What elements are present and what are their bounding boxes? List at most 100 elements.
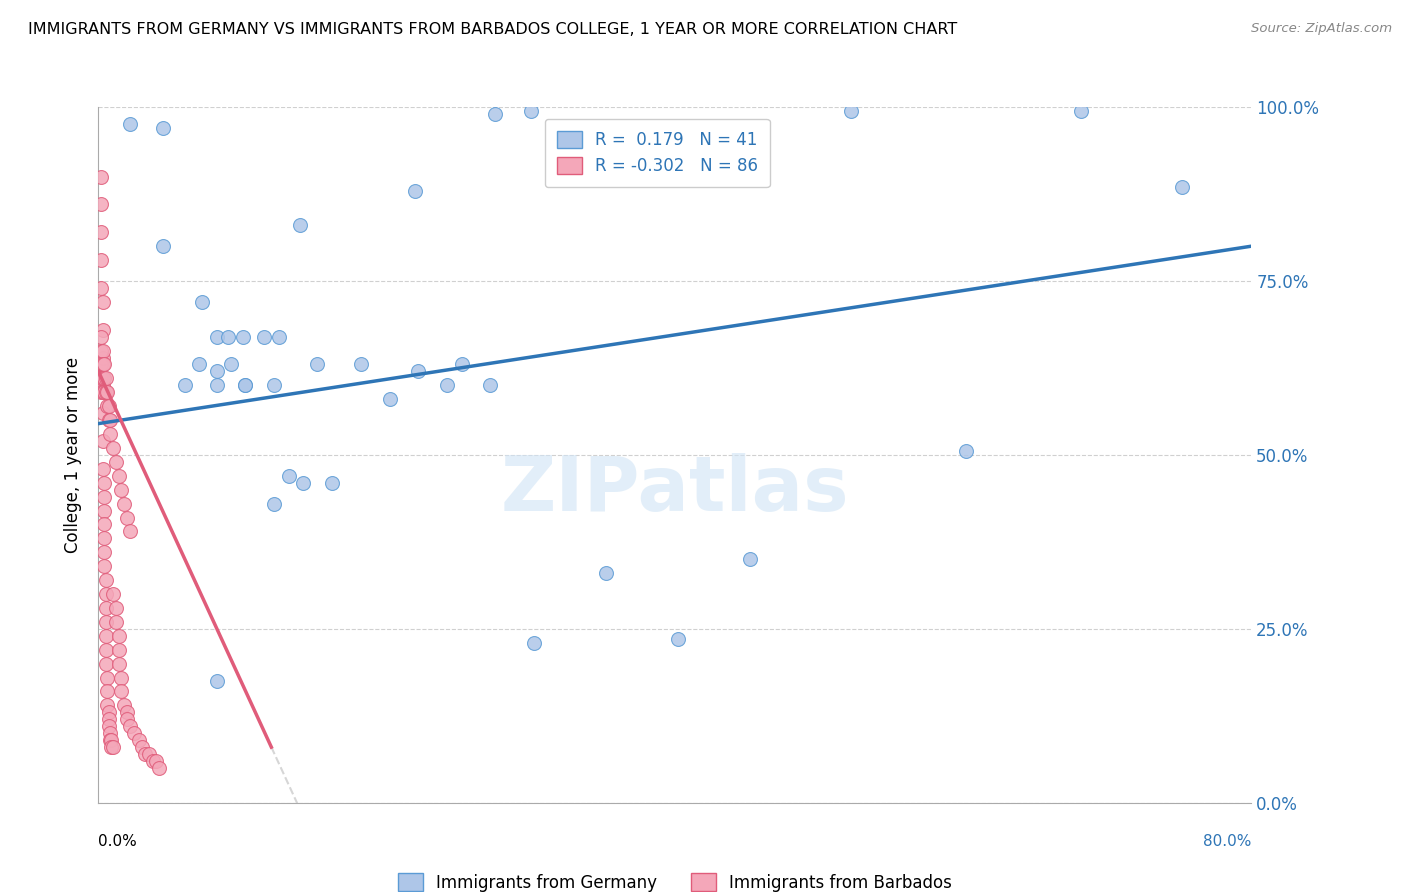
Point [263,497,285,511]
Point [98,726,121,740]
Point [93,358,115,372]
Point [479,378,502,392]
Point [666,632,689,647]
Point [205,364,228,378]
Point [93,503,115,517]
Point [267,329,290,343]
Point [290,219,312,233]
Point [91,371,114,385]
Point [100,740,122,755]
Point [90,253,112,268]
Point [231,329,254,343]
Point [292,475,315,490]
Point [91,351,114,365]
Point [174,378,197,392]
Point [128,733,150,747]
Point [520,103,543,118]
Point [253,329,276,343]
Point [350,358,373,372]
Point [107,629,129,643]
Point [91,434,114,448]
Point [90,281,112,295]
Point [1070,103,1092,118]
Point [205,378,228,392]
Point [94,371,117,385]
Point [152,120,174,135]
Point [97,712,120,726]
Point [94,629,117,643]
Point [112,497,135,511]
Point [91,343,114,358]
Point [120,719,142,733]
Point [117,706,139,720]
Point [91,323,114,337]
Point [91,294,114,309]
Text: ZIPatlas: ZIPatlas [501,453,849,526]
Point [148,761,170,775]
Point [235,378,257,392]
Point [378,392,401,407]
Point [134,747,156,761]
Point [152,239,174,253]
Point [93,475,115,490]
Point [595,566,617,581]
Point [91,385,114,400]
Point [117,510,139,524]
Point [93,532,115,546]
Point [104,615,127,629]
Point [205,674,228,689]
Point [90,371,112,385]
Point [131,740,153,755]
Point [110,671,132,685]
Point [117,712,139,726]
Text: 0.0%: 0.0% [98,834,138,849]
Point [90,358,112,372]
Point [94,615,117,629]
Point [450,358,472,372]
Point [91,406,114,420]
Point [96,385,118,400]
Point [97,706,120,720]
Point [94,385,117,400]
Point [93,559,115,574]
Point [97,719,120,733]
Point [96,698,118,713]
Point [90,225,112,239]
Point [91,358,114,372]
Point [96,684,118,698]
Point [145,754,167,768]
Point [94,601,117,615]
Point [101,587,124,601]
Point [93,517,115,532]
Point [235,378,257,392]
Point [138,747,160,761]
Point [93,490,115,504]
Y-axis label: College, 1 year or more: College, 1 year or more [65,357,83,553]
Point [188,358,211,372]
Point [91,462,114,476]
Point [124,726,146,740]
Point [90,169,112,184]
Legend: Immigrants from Germany, Immigrants from Barbados: Immigrants from Germany, Immigrants from… [391,867,959,892]
Point [104,455,127,469]
Point [205,329,228,343]
Point [120,524,142,539]
Text: 80.0%: 80.0% [1204,834,1251,849]
Point [93,371,115,385]
Point [96,671,118,685]
Point [107,657,129,671]
Point [142,754,165,768]
Point [955,444,977,458]
Point [98,427,121,442]
Point [307,358,329,372]
Point [219,358,242,372]
Point [90,329,112,343]
Point [191,294,214,309]
Point [93,385,115,400]
Point [90,197,112,211]
Point [93,545,115,559]
Point [97,399,120,413]
Point [104,601,127,615]
Point [120,117,142,131]
Point [277,468,299,483]
